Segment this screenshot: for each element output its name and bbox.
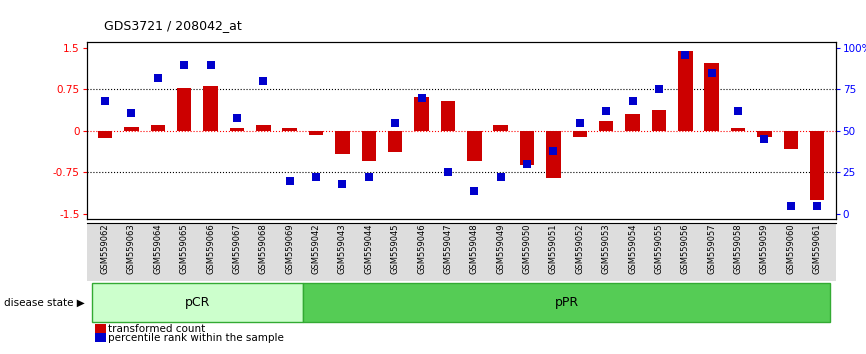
Bar (124, 127, 139, 131)
Bar (704, 63, 719, 131)
Text: GSM559058: GSM559058 (734, 223, 743, 274)
Text: GSM559048: GSM559048 (470, 223, 479, 274)
Bar (151, 125, 165, 131)
Point (784, 203, 798, 209)
Text: GSM559069: GSM559069 (285, 223, 294, 274)
Point (388, 120, 402, 126)
Point (98, 98, 112, 104)
Bar (282, 128, 297, 131)
Point (151, 75, 165, 81)
Point (520, 161, 534, 167)
Text: GSM559066: GSM559066 (206, 223, 215, 274)
Bar (784, 131, 798, 149)
Point (811, 203, 824, 209)
Text: percentile rank within the sample: percentile rank within the sample (108, 333, 284, 343)
Bar (599, 121, 613, 131)
Bar (757, 131, 772, 137)
Point (625, 98, 639, 104)
Point (573, 120, 587, 126)
Text: GDS3721 / 208042_at: GDS3721 / 208042_at (104, 19, 242, 32)
Text: GSM559046: GSM559046 (417, 223, 426, 274)
Bar (494, 125, 508, 131)
Text: GSM559061: GSM559061 (812, 223, 822, 274)
Point (230, 115, 244, 120)
Bar (256, 125, 270, 131)
Text: transformed count: transformed count (108, 324, 205, 333)
Point (309, 175, 323, 180)
Point (441, 170, 455, 175)
Point (705, 70, 719, 76)
Bar (625, 114, 640, 131)
Text: GSM559067: GSM559067 (232, 223, 242, 274)
Bar (388, 131, 403, 152)
Bar (414, 97, 429, 131)
Point (415, 95, 429, 101)
Text: GSM559059: GSM559059 (760, 223, 769, 274)
Bar (98, 131, 113, 138)
Point (546, 148, 560, 154)
Text: pPR: pPR (554, 296, 578, 309)
Text: GSM559053: GSM559053 (602, 223, 611, 274)
Bar (731, 128, 746, 131)
Text: GSM559042: GSM559042 (312, 223, 320, 274)
Bar (652, 110, 666, 131)
Point (335, 181, 349, 187)
Bar (546, 131, 560, 178)
Bar (441, 101, 456, 131)
Text: disease state ▶: disease state ▶ (4, 298, 85, 308)
Point (678, 52, 692, 57)
Point (178, 62, 191, 68)
Point (362, 175, 376, 180)
Text: GSM559045: GSM559045 (391, 223, 400, 274)
Text: GSM559065: GSM559065 (179, 223, 189, 274)
Point (468, 188, 481, 194)
Bar (335, 131, 350, 154)
Bar (177, 88, 191, 131)
Point (599, 108, 613, 114)
Text: pCR: pCR (184, 296, 210, 309)
Point (758, 136, 772, 142)
Text: GSM559047: GSM559047 (443, 223, 452, 274)
Point (125, 110, 139, 115)
Point (204, 62, 217, 68)
Text: GSM559056: GSM559056 (681, 223, 690, 274)
Text: GSM559068: GSM559068 (259, 223, 268, 274)
Text: GSM559054: GSM559054 (628, 223, 637, 274)
Text: GSM559044: GSM559044 (365, 223, 373, 274)
Text: GSM559049: GSM559049 (496, 223, 505, 274)
Bar (309, 131, 323, 136)
Text: GSM559063: GSM559063 (127, 223, 136, 274)
Bar (362, 131, 376, 161)
Text: GSM559057: GSM559057 (708, 223, 716, 274)
Text: GSM559050: GSM559050 (522, 223, 532, 274)
Bar (467, 131, 481, 161)
Bar (204, 86, 218, 131)
Bar (678, 51, 693, 131)
Text: GSM559043: GSM559043 (338, 223, 347, 274)
Bar (92, 283, 303, 322)
Point (256, 78, 270, 84)
Bar (810, 131, 824, 200)
Bar (229, 128, 244, 131)
Bar (303, 283, 830, 322)
Point (652, 87, 666, 92)
Text: GSM559060: GSM559060 (786, 223, 795, 274)
Text: GSM559052: GSM559052 (575, 223, 585, 274)
Bar (520, 131, 534, 165)
Point (283, 178, 297, 184)
Point (494, 175, 507, 180)
Point (731, 108, 745, 114)
Text: GSM559062: GSM559062 (100, 223, 110, 274)
Text: GSM559051: GSM559051 (549, 223, 558, 274)
Text: GSM559055: GSM559055 (655, 223, 663, 274)
Text: GSM559064: GSM559064 (153, 223, 162, 274)
Bar (572, 131, 587, 137)
